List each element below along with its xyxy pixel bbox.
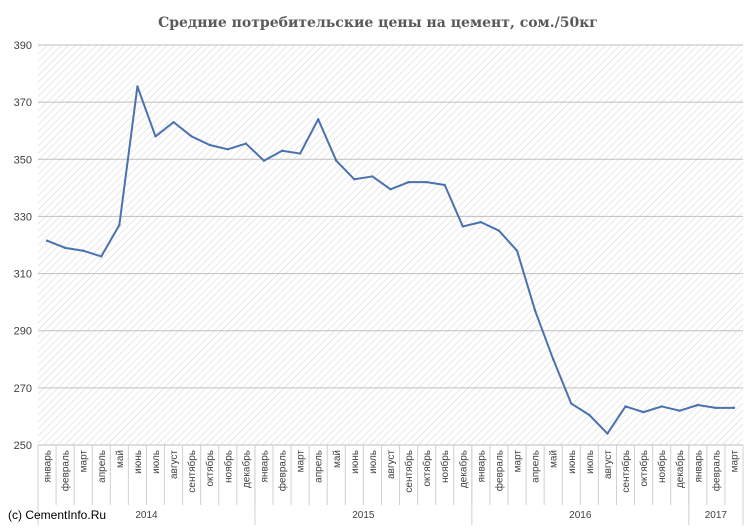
y-tick-label: 330: [14, 211, 32, 223]
data-point: [262, 159, 266, 162]
data-point: [479, 220, 483, 224]
x-tick-label: сентябрь: [186, 450, 198, 493]
x-tick-label: апрель: [314, 450, 325, 483]
y-tick-label: 370: [14, 97, 32, 109]
x-tick-label: сентябрь: [620, 450, 632, 493]
y-tick-label: 310: [14, 269, 32, 281]
x-tick-label: январь: [259, 450, 270, 482]
data-point: [298, 152, 302, 155]
year-label: 2015: [352, 510, 375, 521]
x-tick-label: июль: [151, 450, 162, 474]
x-tick-label: июнь: [350, 450, 361, 474]
x-tick-label: март: [296, 450, 307, 473]
x-tick-label: январь: [43, 450, 54, 482]
data-point: [118, 223, 121, 227]
x-tick-label: март: [79, 450, 90, 473]
data-point: [551, 358, 555, 361]
data-point: [353, 178, 356, 181]
x-tick-label: февраль: [60, 450, 72, 491]
x-tick-label: май: [332, 450, 343, 468]
x-tick-label: январь: [693, 450, 704, 482]
chart-title: Средние потребительские цены на цемент, …: [158, 15, 598, 31]
plot-area: [38, 45, 743, 445]
data-point: [588, 413, 591, 417]
data-point: [678, 409, 681, 412]
x-tick-label: ноябрь: [439, 450, 451, 483]
data-point: [63, 246, 67, 250]
x-tick-label: июнь: [567, 450, 578, 474]
x-tick-label: апрель: [531, 450, 542, 483]
data-point: [660, 405, 663, 408]
x-tick-label: декабрь: [457, 450, 469, 488]
x-tick-label: июнь: [133, 450, 144, 474]
x-tick-label: январь: [476, 450, 487, 482]
x-tick-label: февраль: [710, 450, 722, 491]
data-point: [714, 406, 718, 410]
data-point: [642, 410, 645, 414]
y-axis: 250 270 290 310 330 350 370 390: [14, 40, 32, 452]
data-point: [407, 180, 410, 184]
year-label: 2016: [569, 510, 592, 521]
year-label: 2014: [135, 510, 158, 521]
x-tick-label: август: [169, 450, 180, 479]
x-tick-label: декабрь: [240, 450, 252, 488]
data-point: [172, 120, 175, 124]
x-axis: январь февраль март апрель май июнь июль август…: [37, 444, 744, 525]
data-point: [280, 149, 284, 152]
y-tick-label: 270: [14, 383, 32, 395]
data-point: [335, 159, 338, 162]
y-tick-label: 390: [14, 40, 32, 52]
x-tick-label: май: [115, 450, 126, 468]
credit-text: (c) CementInfo.Ru: [8, 508, 106, 522]
x-tick-label: октябрь: [638, 450, 650, 487]
data-point: [515, 249, 519, 252]
data-point: [190, 135, 193, 138]
data-point: [208, 143, 211, 147]
x-tick-label: ноябрь: [222, 450, 234, 483]
x-tick-label: август: [603, 450, 614, 479]
data-point: [226, 148, 230, 151]
y-tick-label: 350: [14, 154, 32, 166]
data-point: [45, 239, 49, 242]
data-point: [497, 229, 501, 232]
data-point: [136, 85, 139, 88]
x-tick-label: апрель: [97, 450, 108, 483]
x-tick-label: февраль: [493, 450, 505, 491]
x-tick-label: октябрь: [421, 450, 433, 487]
x-tick-label: май: [549, 450, 560, 468]
x-tick-label: сентябрь: [403, 450, 415, 493]
data-point: [316, 118, 320, 121]
x-tick-label: март: [513, 450, 524, 473]
data-point: [425, 180, 428, 184]
x-tick-label: март: [729, 450, 740, 473]
data-point: [606, 432, 609, 435]
data-point: [533, 309, 537, 312]
data-point: [696, 403, 700, 407]
data-point: [100, 255, 103, 258]
data-point: [443, 183, 446, 187]
data-point: [570, 402, 573, 405]
x-tick-label: февраль: [277, 450, 289, 491]
data-point: [624, 405, 627, 408]
data-point: [154, 135, 157, 138]
data-point: [461, 225, 465, 228]
x-tick-label: октябрь: [204, 450, 216, 487]
x-tick-label: июль: [585, 450, 596, 474]
x-tick-label: июль: [368, 450, 379, 474]
x-tick-label: ноябрь: [656, 450, 668, 483]
data-point: [81, 249, 85, 252]
data-point: [732, 406, 736, 410]
series-layer: [45, 85, 736, 435]
data-point: [244, 142, 248, 145]
x-tick-label: декабрь: [674, 450, 686, 488]
data-point: [371, 175, 374, 178]
x-tick-label: август: [386, 450, 397, 479]
y-tick-label: 250: [14, 440, 32, 452]
y-tick-label: 290: [14, 326, 32, 338]
data-point: [389, 188, 392, 191]
year-label: 2017: [705, 510, 728, 521]
